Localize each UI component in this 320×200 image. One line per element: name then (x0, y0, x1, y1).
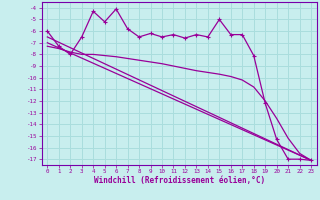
X-axis label: Windchill (Refroidissement éolien,°C): Windchill (Refroidissement éolien,°C) (94, 176, 265, 185)
